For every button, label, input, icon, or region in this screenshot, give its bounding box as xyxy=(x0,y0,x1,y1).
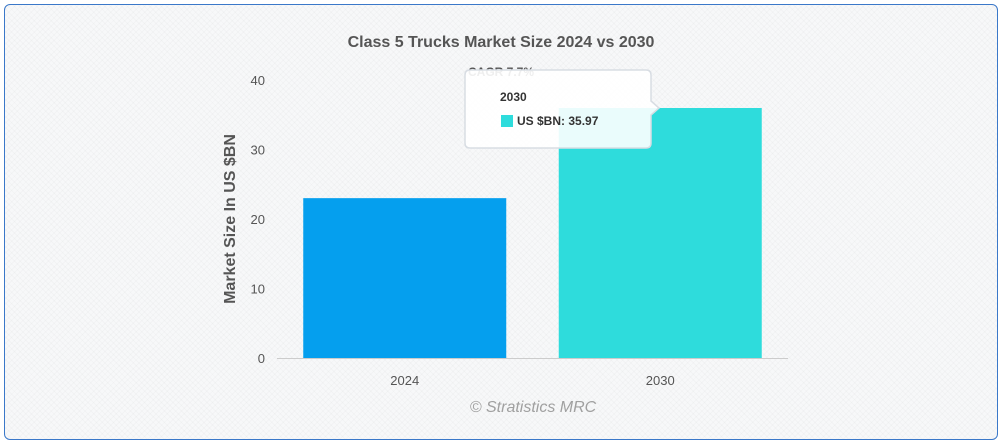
y-axis: 0 10 20 30 40 xyxy=(251,73,265,366)
y-tick-label: 0 xyxy=(258,351,265,366)
y-tick-label: 10 xyxy=(251,282,265,297)
tooltip-value: US $BN: 35.97 xyxy=(517,114,599,128)
tooltip-box xyxy=(464,69,661,149)
tooltip-swatch xyxy=(501,115,513,127)
y-tick-label: 20 xyxy=(251,212,265,227)
bar-series xyxy=(303,108,762,358)
credit-text: © Stratistics MRC xyxy=(470,399,597,416)
y-tick-label: 30 xyxy=(251,143,265,158)
y-axis-title: Market Size In US $BN xyxy=(222,134,239,304)
x-axis: 2024 2030 xyxy=(390,373,674,388)
bar-2030[interactable] xyxy=(558,108,762,358)
x-tick-label: 2030 xyxy=(646,373,675,388)
x-tick-label: 2024 xyxy=(390,373,419,388)
bar-2024[interactable] xyxy=(303,198,507,358)
tooltip-title: 2030 xyxy=(500,90,527,104)
y-tick-label: 40 xyxy=(251,73,265,88)
chart-title: Class 5 Trucks Market Size 2024 vs 2030 xyxy=(348,34,655,51)
tooltip: 2030 US $BN: 35.97 xyxy=(464,69,661,149)
